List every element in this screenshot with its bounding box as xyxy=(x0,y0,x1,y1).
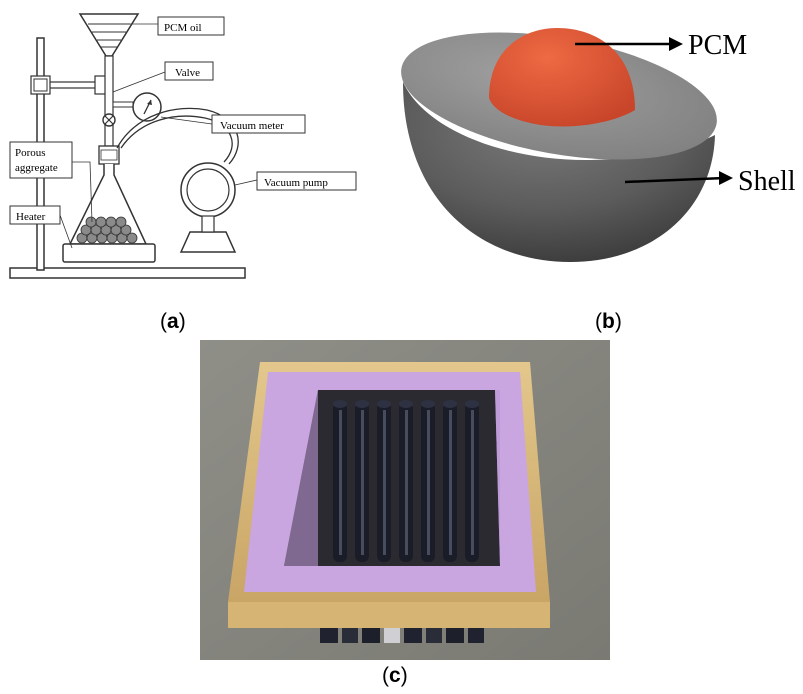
tube-top xyxy=(355,400,369,408)
tube-top xyxy=(377,400,391,408)
microcapsule-svg: PCM Shell xyxy=(401,28,796,262)
label-vacuum-meter: Vacuum meter xyxy=(220,120,284,132)
tube-array xyxy=(333,400,479,562)
label-box-vacuum-meter xyxy=(211,114,306,134)
stand-base xyxy=(9,267,246,279)
label-shell: Shell xyxy=(738,166,796,197)
insulated-box-photo xyxy=(200,340,610,660)
stopper xyxy=(98,145,120,165)
tube-highlight xyxy=(339,410,342,555)
tube-highlight xyxy=(427,410,430,555)
label-box-pcm-oil xyxy=(157,16,225,36)
funnel xyxy=(78,13,140,57)
caption-b: (b) xyxy=(595,310,622,333)
aggregate-ball xyxy=(85,216,97,228)
vacuum-hose xyxy=(120,115,233,163)
tube-highlight xyxy=(471,410,474,555)
caption-c: (c) xyxy=(382,664,408,687)
aggregate-ball xyxy=(126,232,138,244)
shell-hemisphere xyxy=(403,82,715,262)
tube-top xyxy=(443,400,457,408)
label-box-valve xyxy=(164,61,214,81)
label-box-porous-aggregate xyxy=(9,141,73,179)
tube-top xyxy=(333,400,347,408)
tube-highlight xyxy=(449,410,452,555)
tube-top xyxy=(399,400,413,408)
tube-highlight xyxy=(361,410,364,555)
shell-arrow xyxy=(624,176,726,184)
label-pcm: PCM xyxy=(688,30,747,61)
tube-top xyxy=(421,400,435,408)
schematic-svg: PCM oil Valve Vacuum meter Vacuum pump P… xyxy=(9,13,357,279)
pump-base xyxy=(179,231,237,253)
porous-aggregate-balls xyxy=(76,216,138,244)
aggregate-ball xyxy=(105,216,117,228)
tube-highlight xyxy=(383,410,386,555)
microcapsule-diagram: PCM Shell xyxy=(385,0,803,300)
aggregate-ball xyxy=(120,224,132,236)
label-porous-aggregate-line1: Porous xyxy=(15,147,46,159)
tube-highlight xyxy=(405,410,408,555)
label-valve: Valve xyxy=(175,67,200,79)
label-porous-aggregate-line2: aggregate xyxy=(15,162,58,174)
wooden-frame-front xyxy=(228,602,550,628)
heater-plate xyxy=(62,243,156,263)
funnel-stem xyxy=(104,55,114,147)
protruding-tube-ends xyxy=(320,627,484,643)
vacuum-impregnation-diagram: PCM oil Valve Vacuum meter Vacuum pump P… xyxy=(0,0,390,300)
label-box-vacuum-pump xyxy=(256,171,357,191)
label-vacuum-pump: Vacuum pump xyxy=(264,177,328,189)
label-pcm-oil: PCM oil xyxy=(164,22,202,34)
aggregate-ball xyxy=(115,216,127,228)
tube-top xyxy=(465,400,479,408)
aggregate-ball xyxy=(95,216,107,228)
label-heater: Heater xyxy=(16,211,46,223)
caption-a: (a) xyxy=(160,310,186,333)
photo-svg xyxy=(200,340,610,660)
pcm-core xyxy=(489,28,635,127)
